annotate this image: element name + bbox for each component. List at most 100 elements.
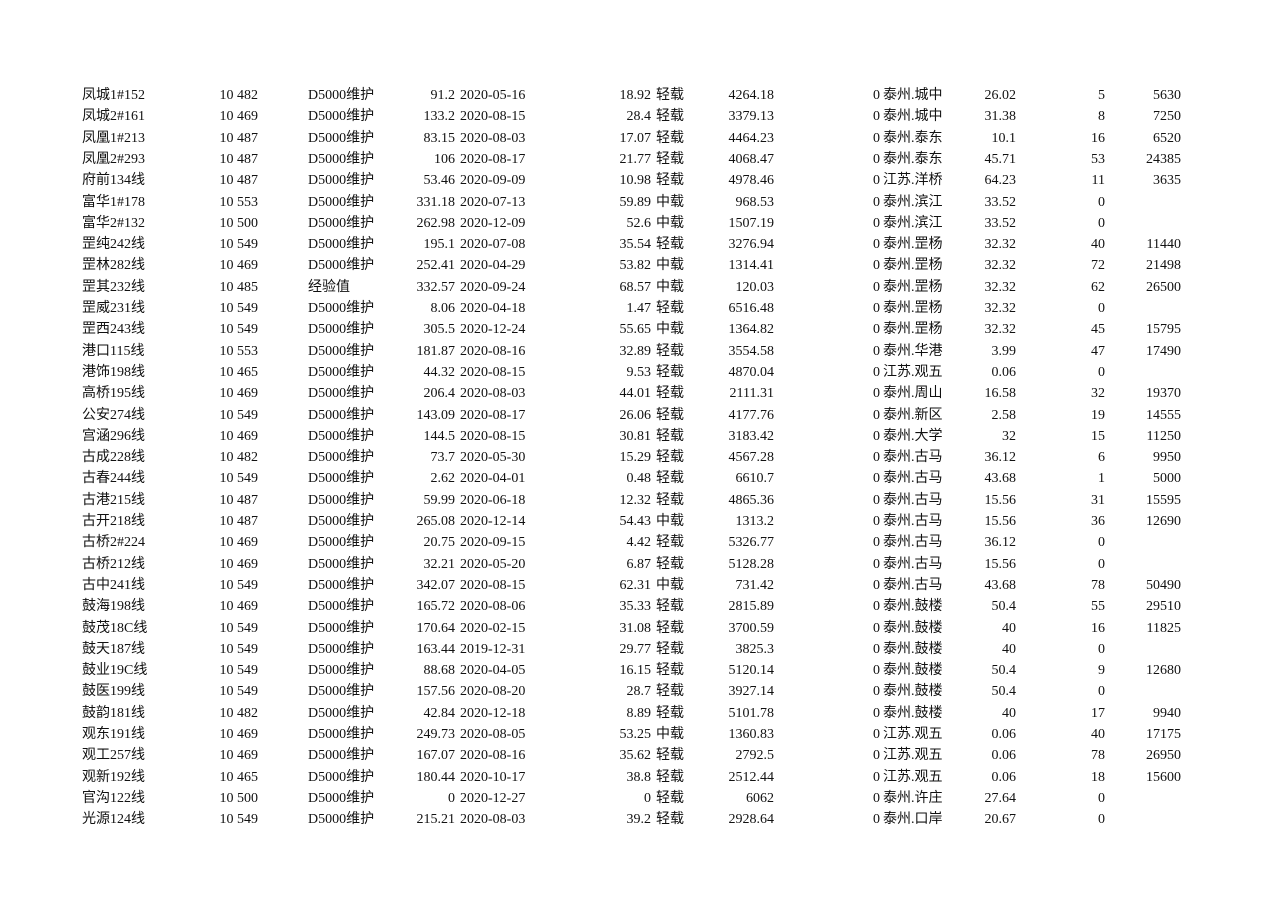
cell-voltage: 10 465 <box>219 769 259 785</box>
cell-margin: 3554.58 <box>728 343 775 359</box>
table-row: 古春244线 10 549 D5000维护 2.62 2020-04-01 0.48 轻载 6… <box>0 468 1286 489</box>
cell-date: 2020-09-24 <box>460 279 526 295</box>
cell-value-b: 40 <box>1002 620 1016 636</box>
cell-value-a: 59.99 <box>423 492 456 508</box>
cell-date: 2020-06-18 <box>460 492 526 508</box>
cell-date: 2020-09-09 <box>460 173 526 189</box>
cell-capacity: 11825 <box>1146 620 1181 636</box>
cell-voltage: 10 487 <box>219 130 259 146</box>
cell-value-a: 305.5 <box>423 322 456 338</box>
table-row: 鼓茂18C线 10 549 D5000维护 170.64 2020-02-15 31.08… <box>0 618 1286 639</box>
cell-location: 泰州.古马 <box>883 471 943 487</box>
cell-location: 泰州.鼓楼 <box>883 620 943 636</box>
cell-value-b: 2.58 <box>991 407 1017 423</box>
cell-load-rate: 28.7 <box>626 684 652 700</box>
cell-voltage: 10 469 <box>219 428 259 444</box>
cell-value-a: 215.21 <box>416 812 456 828</box>
cell-value-b: 36.12 <box>984 450 1017 466</box>
cell-load-rate: 0.48 <box>626 471 652 487</box>
cell-flag: 0 <box>873 279 880 295</box>
cell-load-status: 轻载 <box>656 790 684 806</box>
cell-value-a: 265.08 <box>416 514 456 529</box>
cell-load-status: 轻载 <box>656 450 684 466</box>
cell-load-rate: 1.47 <box>626 301 652 316</box>
cell-count: 55 <box>1091 599 1105 615</box>
cell-capacity: 19370 <box>1146 386 1181 402</box>
cell-flag: 0 <box>873 812 880 828</box>
cell-location: 泰州.鼓楼 <box>883 684 943 700</box>
cell-date: 2020-09-15 <box>460 535 526 551</box>
cell-count: 15 <box>1091 428 1105 444</box>
cell-flag: 0 <box>873 641 880 657</box>
cell-source: D5000维护 <box>308 705 375 721</box>
cell-capacity: 14555 <box>1146 407 1181 423</box>
cell-date: 2020-04-05 <box>460 663 526 679</box>
cell-line-name: 古中241线 <box>82 577 145 593</box>
cell-date: 2020-08-15 <box>460 577 526 593</box>
cell-value-a: 8.06 <box>430 301 456 316</box>
cell-value-b: 20.67 <box>984 812 1017 828</box>
cell-value-b: 31.38 <box>984 109 1017 125</box>
cell-value-a: 133.2 <box>423 109 456 125</box>
cell-flag: 0 <box>873 492 880 508</box>
cell-value-a: 44.32 <box>423 364 456 380</box>
cell-load-rate: 26.06 <box>619 407 652 423</box>
cell-source: D5000维护 <box>308 471 375 487</box>
cell-source: D5000维护 <box>308 173 375 189</box>
cell-line-name: 罡其232线 <box>82 279 145 295</box>
table-row: 古开218线 10 487 D5000维护 265.08 2020-12-14 54.43… <box>0 511 1286 532</box>
cell-load-rate: 28.4 <box>626 109 652 125</box>
cell-flag: 0 <box>873 620 880 636</box>
cell-value-b: 33.52 <box>984 194 1017 210</box>
cell-value-b: 0.06 <box>991 727 1017 742</box>
cell-voltage: 10 549 <box>219 663 259 679</box>
cell-value-b: 64.23 <box>984 173 1017 189</box>
table-row: 港口115线 10 553 D5000维护 181.87 2020-08-16 32.89… <box>0 341 1286 362</box>
cell-value-a: 332.57 <box>416 279 456 295</box>
cell-count: 17 <box>1091 705 1105 721</box>
cell-location: 泰州.城中 <box>883 109 943 125</box>
cell-load-status: 轻载 <box>656 684 684 700</box>
cell-value-a: 170.64 <box>416 620 456 636</box>
cell-margin: 2792.5 <box>735 748 775 764</box>
cell-flag: 0 <box>873 428 880 444</box>
cell-value-a: 42.84 <box>423 705 456 721</box>
cell-count: 0 <box>1098 812 1105 828</box>
cell-location: 泰州.周山 <box>883 386 943 402</box>
cell-line-name: 古开218线 <box>82 514 145 529</box>
cell-location: 泰州.罡杨 <box>883 322 943 338</box>
cell-load-rate: 0 <box>644 790 651 806</box>
cell-voltage: 10 469 <box>219 727 259 742</box>
cell-margin: 1360.83 <box>728 727 775 742</box>
cell-margin: 3927.14 <box>728 684 775 700</box>
cell-margin: 1507.19 <box>728 215 775 231</box>
cell-value-b: 32 <box>1002 428 1016 444</box>
cell-voltage: 10 549 <box>219 620 259 636</box>
cell-location: 泰州.古马 <box>883 492 943 508</box>
cell-value-b: 15.56 <box>984 514 1017 529</box>
cell-load-status: 轻载 <box>656 641 684 657</box>
cell-load-status: 轻载 <box>656 620 684 636</box>
cell-source: D5000维护 <box>308 151 375 167</box>
cell-voltage: 10 485 <box>219 279 259 295</box>
cell-location: 江苏.洋桥 <box>883 173 943 189</box>
cell-margin: 4870.04 <box>728 364 775 380</box>
cell-load-rate: 30.81 <box>619 428 652 444</box>
cell-line-name: 凤凰1#213 <box>82 130 145 146</box>
cell-margin: 3700.59 <box>728 620 775 636</box>
cell-line-name: 港口115线 <box>82 343 145 359</box>
cell-flag: 0 <box>873 514 880 529</box>
cell-voltage: 10 549 <box>219 641 259 657</box>
cell-line-name: 鼓韵181线 <box>82 705 145 721</box>
table-row: 罡其232线 10 485 经验值 332.57 2020-09-24 68.57 中载 12… <box>0 277 1286 298</box>
cell-load-status: 轻载 <box>656 237 684 253</box>
cell-flag: 0 <box>873 450 880 466</box>
cell-load-rate: 39.2 <box>626 812 652 828</box>
cell-line-name: 富华1#178 <box>82 194 145 210</box>
cell-date: 2020-04-29 <box>460 258 526 274</box>
table-row: 官沟122线 10 500 D5000维护 0 2020-12-27 0 轻载 6062 0 泰州… <box>0 788 1286 809</box>
cell-value-b: 26.02 <box>984 88 1017 103</box>
cell-line-name: 罡林282线 <box>82 258 145 274</box>
cell-capacity: 12680 <box>1146 663 1181 679</box>
cell-value-b: 50.4 <box>991 599 1017 615</box>
